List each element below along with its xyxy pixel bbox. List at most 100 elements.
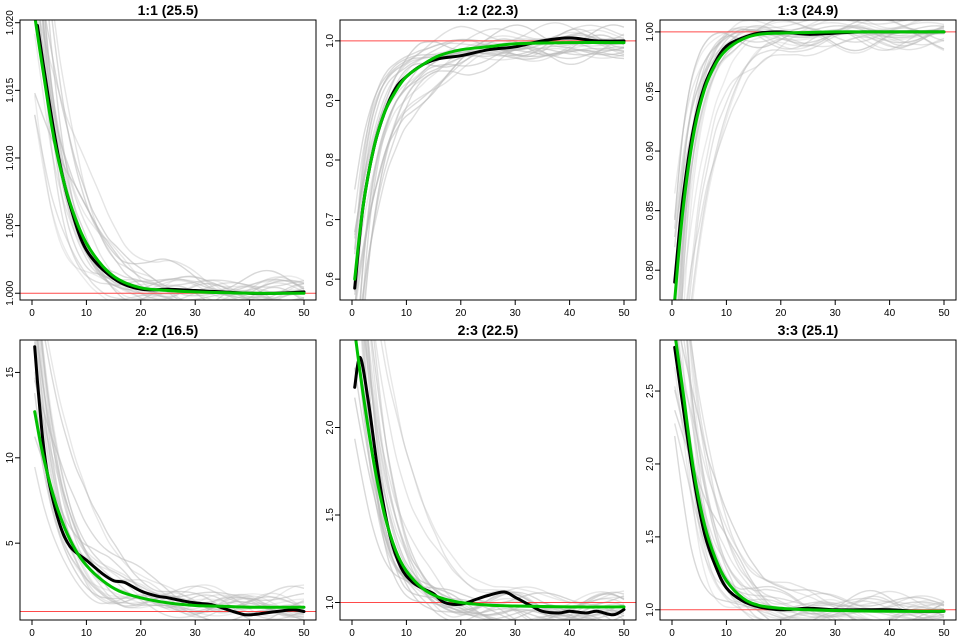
gray-trace <box>34 114 284 300</box>
panel-2-plot-area <box>340 22 636 300</box>
gray-trace <box>34 393 305 611</box>
gray-trace <box>39 20 305 300</box>
panel-1-title: 1:1 (25.5) <box>138 2 199 18</box>
gray-trace <box>681 25 945 300</box>
x-tick-label: 20 <box>455 628 467 639</box>
panel-6-frame <box>659 339 957 621</box>
gray-trace <box>38 340 305 617</box>
panel-1: 1:1 (25.5) 0 10 20 30 40 50 1.000 1.005 1.010 1.01… <box>5 2 317 319</box>
y-tick-label: 2.0 <box>325 420 336 434</box>
gray-trace <box>367 340 625 610</box>
gray-trace <box>34 92 305 291</box>
gray-trace <box>680 340 945 607</box>
panel-3-title: 1:3 (24.9) <box>778 2 839 18</box>
y-tick-label: 1.005 <box>5 213 16 238</box>
gray-trace <box>361 34 625 300</box>
x-tick-label: 20 <box>775 628 787 639</box>
panel-4-plot-area <box>20 340 316 620</box>
gray-trace <box>354 438 625 613</box>
gray-trace <box>679 20 944 300</box>
gray-trace <box>37 20 305 300</box>
panel-3-fit-line <box>673 30 946 300</box>
y-tick-label: 0.95 <box>645 81 656 101</box>
x-tick-label: 10 <box>81 628 93 639</box>
gray-trace <box>683 33 945 300</box>
panel-5: 2:3 (22.5) 0 10 20 30 40 50 1.0 1.5 2.0 <box>325 322 637 639</box>
gray-trace <box>38 20 305 297</box>
gray-trace <box>42 20 305 300</box>
panel-6-fit-line <box>674 340 946 613</box>
gray-trace <box>354 47 625 283</box>
gray-trace <box>674 29 945 283</box>
x-tick-label: 20 <box>135 308 147 319</box>
gray-trace <box>677 20 919 300</box>
gray-trace <box>42 20 305 292</box>
gray-trace <box>354 22 625 274</box>
y-tick-label: 1.00 <box>645 22 656 42</box>
gray-trace <box>44 20 304 300</box>
gray-trace <box>363 29 625 300</box>
gray-trace <box>53 20 272 300</box>
y-tick-label: 10 <box>5 452 16 464</box>
gray-trace <box>354 31 625 277</box>
x-tick-label: 0 <box>29 628 35 639</box>
gray-trace <box>363 340 613 620</box>
gray-trace <box>690 340 945 620</box>
gray-trace <box>48 20 305 300</box>
x-tick-label: 0 <box>349 628 355 639</box>
panel-2-title: 1:2 (22.3) <box>458 2 519 18</box>
gray-trace <box>688 33 945 300</box>
panel-5-fit-line <box>354 340 626 609</box>
x-tick-label: 20 <box>775 308 787 319</box>
gray-trace <box>680 20 945 300</box>
gray-trace <box>34 341 305 618</box>
panel-6: 3:3 (25.1) 0 10 20 30 40 50 1.0 1.5 2.0 2.5 <box>645 322 957 639</box>
gray-trace <box>691 24 945 300</box>
x-tick-label: 0 <box>669 628 675 639</box>
gray-trace <box>674 349 945 610</box>
gray-trace <box>674 409 945 620</box>
gray-trace <box>689 340 945 610</box>
x-tick-label: 40 <box>564 628 576 639</box>
gray-trace <box>681 20 925 300</box>
panel-3-plot-area <box>660 20 956 300</box>
panel-4-gray-traces <box>34 340 305 620</box>
gray-trace <box>41 20 305 300</box>
x-tick-label: 30 <box>830 308 842 319</box>
x-tick-label: 0 <box>669 308 675 319</box>
gray-trace <box>34 33 305 300</box>
gray-trace <box>355 340 625 620</box>
y-tick-label: 0.6 <box>325 272 336 286</box>
gray-trace <box>35 340 305 614</box>
gray-trace <box>34 95 305 297</box>
x-tick-label: 30 <box>190 308 202 319</box>
panel-1-fit-line <box>33 20 306 295</box>
gray-trace <box>44 20 305 299</box>
y-tick-label: 1.0 <box>325 33 336 47</box>
panel-6-plot-area <box>660 340 956 620</box>
x-tick-label: 20 <box>455 308 467 319</box>
gray-trace <box>676 340 945 620</box>
gray-trace <box>690 30 945 300</box>
x-tick-label: 40 <box>884 308 896 319</box>
x-tick-label: 50 <box>298 308 310 319</box>
y-tick-label: 0.90 <box>645 141 656 161</box>
y-tick-label: 5 <box>5 540 16 546</box>
gray-trace <box>674 28 945 194</box>
panel-5-plot-area <box>340 340 636 620</box>
y-tick-label: 15 <box>5 366 16 378</box>
gray-trace <box>689 340 945 610</box>
y-tick-label: 1.0 <box>645 602 656 616</box>
gray-trace <box>674 386 945 620</box>
gray-trace <box>39 20 305 294</box>
x-tick-label: 10 <box>401 628 413 639</box>
x-tick-label: 30 <box>510 308 522 319</box>
gray-trace <box>365 340 625 617</box>
panel-3-gray-traces <box>674 20 945 300</box>
y-tick-label: 1.5 <box>645 529 656 543</box>
x-tick-label: 30 <box>190 628 202 639</box>
gray-trace <box>679 27 945 300</box>
y-tick-label: 2.0 <box>645 457 656 471</box>
y-tick-label: 2.5 <box>645 384 656 398</box>
x-tick-label: 10 <box>721 308 733 319</box>
